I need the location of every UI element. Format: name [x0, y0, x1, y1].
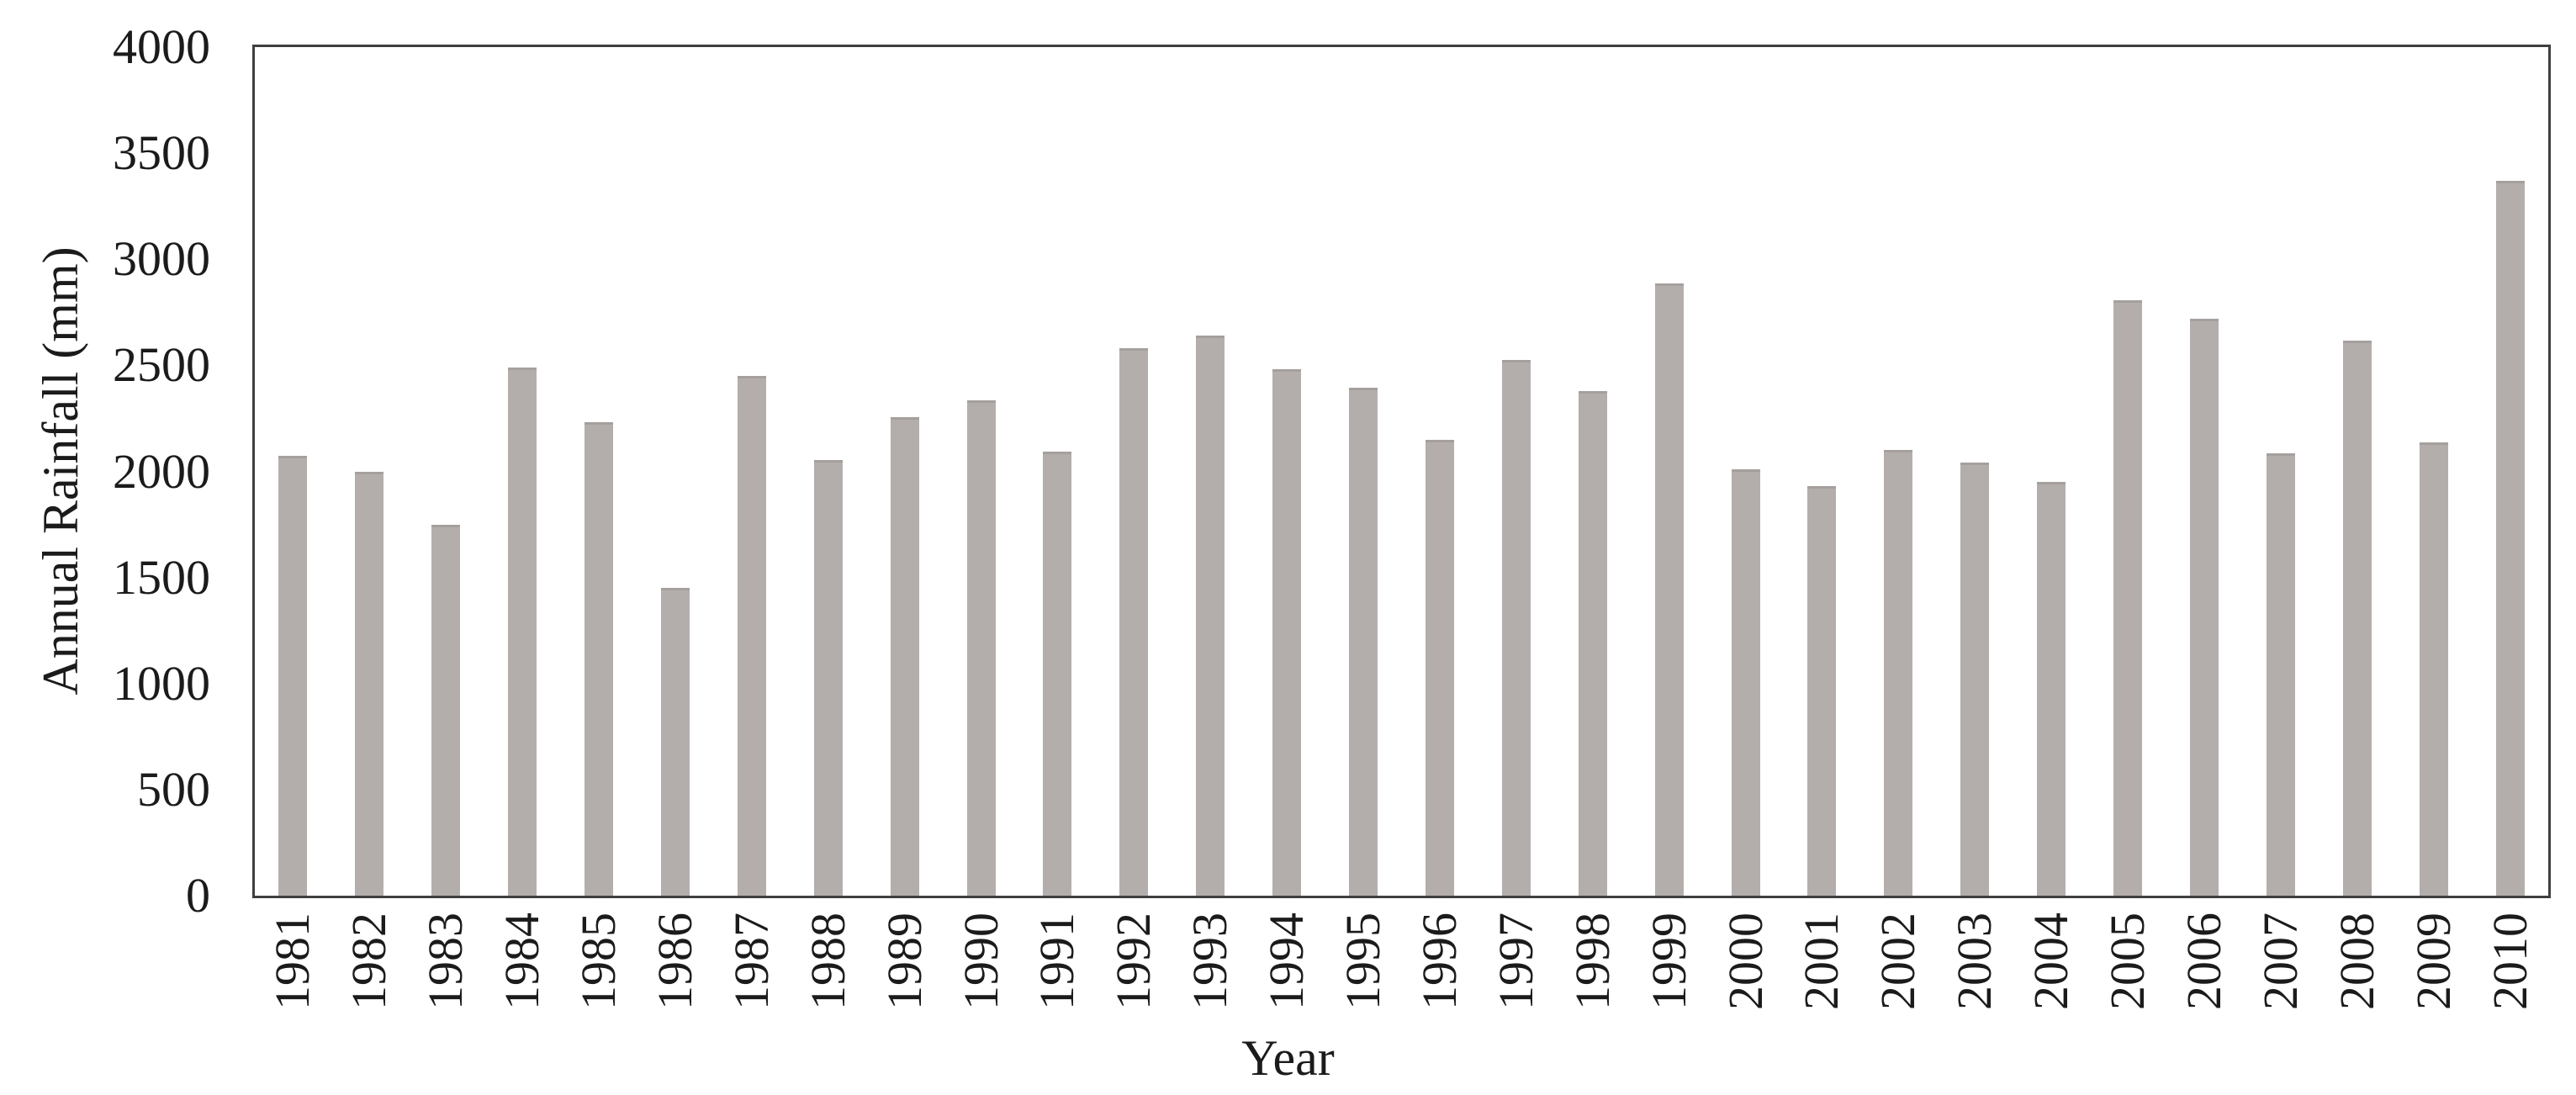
x-tick-label: 1988 [800, 912, 855, 1010]
bar-1996 [1425, 439, 1454, 896]
bar-1994 [1272, 369, 1302, 896]
x-tick-label: 1997 [1488, 912, 1543, 1010]
bar-1999 [1654, 283, 1684, 896]
x-tick-label: 2010 [2482, 912, 2537, 1010]
x-tick-label: 2006 [2176, 912, 2231, 1010]
x-tick-label: 1990 [953, 912, 1008, 1010]
bar-1988 [813, 459, 843, 896]
y-tick-label: 4000 [113, 19, 210, 74]
x-tick-label: 1983 [418, 912, 473, 1010]
plot-area [252, 45, 2551, 898]
bar-2007 [2266, 453, 2295, 896]
x-tick-label: 2000 [1717, 912, 1773, 1010]
x-tick-label: 2007 [2252, 912, 2308, 1010]
y-tick-label: 2000 [113, 443, 210, 499]
x-tick-label: 1998 [1564, 912, 1620, 1010]
x-tick-label: 2005 [2100, 912, 2155, 1010]
x-tick-label: 1996 [1411, 912, 1467, 1010]
bar-1991 [1043, 451, 1072, 896]
x-tick-label: 1994 [1259, 912, 1314, 1010]
bar-1981 [278, 455, 308, 896]
bar-1986 [660, 588, 690, 896]
x-tick-label: 2002 [1870, 912, 1926, 1010]
bar-2006 [2189, 318, 2219, 896]
bar-1989 [890, 417, 919, 896]
y-tick-label: 500 [137, 761, 210, 817]
x-tick-label: 2004 [2023, 912, 2079, 1010]
x-tick-label: 1989 [876, 912, 932, 1010]
x-axis-title: Year [1241, 1030, 1335, 1086]
bar-1990 [966, 400, 996, 896]
bar-2005 [2113, 300, 2143, 896]
x-tick-label: 1984 [495, 912, 550, 1010]
x-tick-label: 2009 [2405, 912, 2461, 1010]
y-tick-label: 2500 [113, 337, 210, 393]
bar-1987 [737, 376, 766, 896]
bar-1982 [355, 471, 384, 896]
x-tick-label: 1982 [341, 912, 397, 1010]
bar-2010 [2495, 180, 2525, 896]
bar-2003 [1960, 463, 1990, 896]
bar-2000 [1731, 468, 1760, 896]
bar-1983 [431, 524, 461, 896]
x-tick-label: 1993 [1182, 912, 1238, 1010]
bar-2002 [1884, 450, 1913, 896]
x-tick-label: 1985 [571, 912, 627, 1010]
bar-1992 [1119, 348, 1149, 896]
bar-1984 [508, 367, 537, 896]
bar-2008 [2342, 341, 2372, 896]
bar-1985 [584, 422, 614, 896]
x-tick-label: 1991 [1029, 912, 1085, 1010]
y-tick-label: 1500 [113, 549, 210, 605]
y-tick-label: 3000 [113, 231, 210, 287]
x-tick-label: 1986 [647, 912, 702, 1010]
bar-2001 [1807, 486, 1837, 896]
x-tick-label: 1987 [723, 912, 779, 1010]
x-tick-label: 1981 [265, 912, 320, 1010]
x-tick-label: 2001 [1794, 912, 1849, 1010]
bar-2004 [2037, 482, 2066, 896]
y-tick-label: 1000 [113, 655, 210, 711]
x-tick-label: 1992 [1106, 912, 1161, 1010]
bar-1998 [1578, 390, 1607, 896]
x-tick-label: 1995 [1336, 912, 1391, 1010]
bar-1993 [1196, 336, 1225, 896]
y-tick-label: 0 [186, 868, 210, 923]
bar-1997 [1501, 360, 1531, 896]
x-tick-label: 2008 [2329, 912, 2384, 1010]
bar-1995 [1349, 387, 1378, 896]
y-tick-label: 3500 [113, 125, 210, 181]
x-tick-label: 1999 [1641, 912, 1696, 1010]
x-tick-label: 2003 [1947, 912, 2002, 1010]
bar-2009 [2419, 442, 2448, 896]
